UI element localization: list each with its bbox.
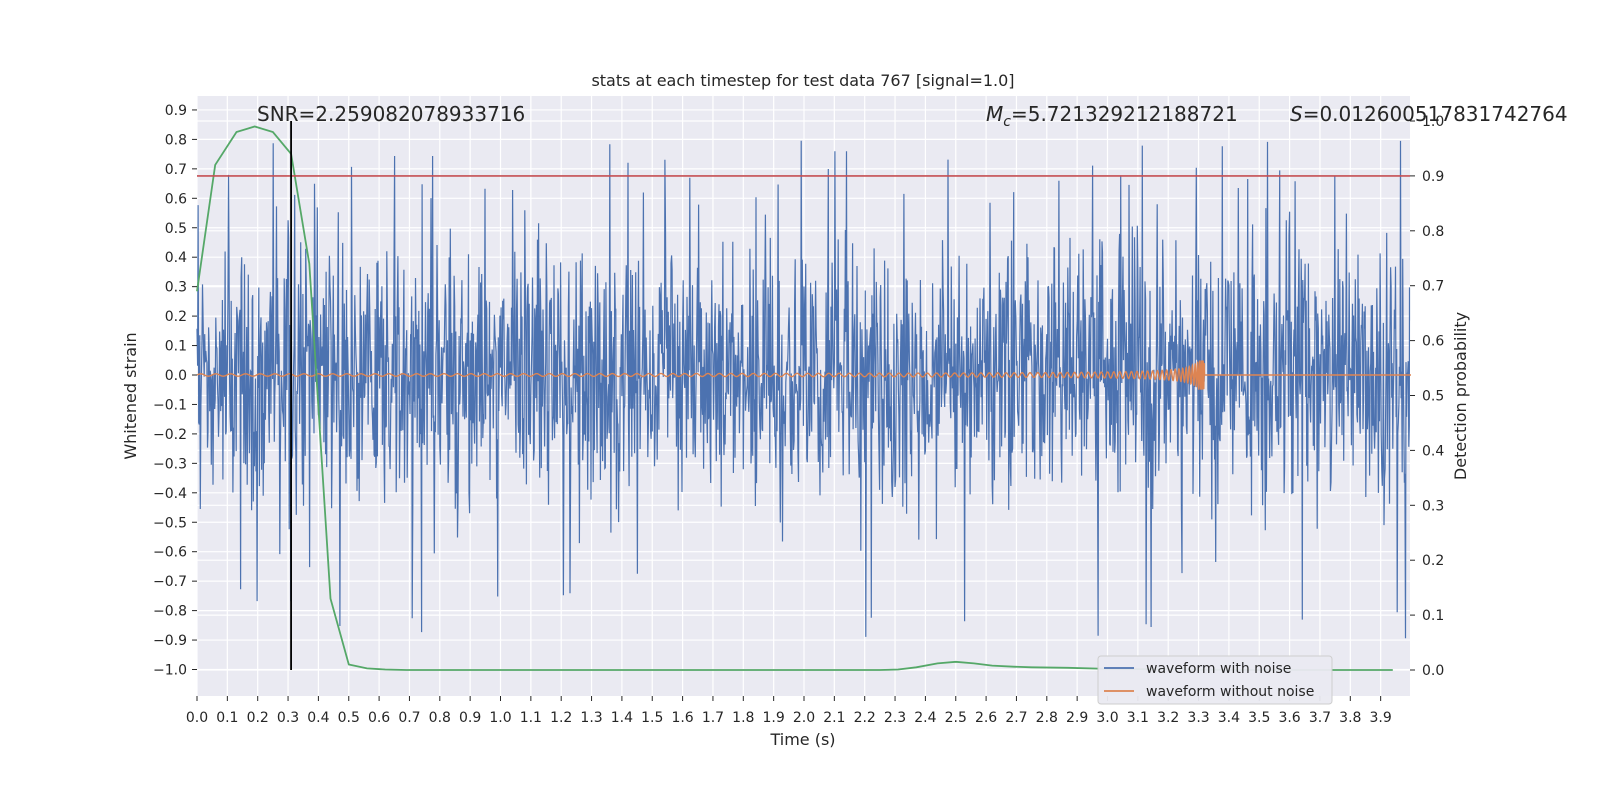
legend-label-noise: waveform with noise [1146, 661, 1291, 677]
y-tick-label: −0.9 [153, 633, 187, 649]
y-tick-label: 0.3 [165, 280, 187, 296]
x-tick-label: 0.3 [277, 710, 299, 726]
x-tick-label: 3.6 [1278, 710, 1300, 726]
x-tick-label: 3.0 [1096, 710, 1118, 726]
x-tick-label: 2.3 [884, 710, 906, 726]
x-tick-label: 3.1 [1127, 710, 1149, 726]
y-tick-label: 0.9 [165, 103, 187, 119]
x-tick-label: 0.0 [186, 710, 208, 726]
legend: waveform with noise waveform without noi… [1097, 655, 1333, 705]
x-tick-label: 2.7 [1005, 710, 1027, 726]
y-tick-label: 0.1 [165, 339, 187, 355]
y-tick-label: −0.2 [153, 427, 187, 443]
x-tick-label: 1.8 [732, 710, 754, 726]
y2-tick-label: 0.1 [1422, 608, 1444, 624]
y-tick-label: −0.4 [153, 486, 187, 502]
x-tick-label: 2.4 [914, 710, 936, 726]
x-tick-label: 0.8 [429, 710, 451, 726]
x-tick-label: 3.9 [1370, 710, 1392, 726]
y-tick-label: 0.8 [165, 132, 187, 148]
snr-annotation: SNR=2.259082078933716 [257, 102, 525, 126]
x-tick-label: 3.7 [1309, 710, 1331, 726]
x-tick-label: 3.3 [1187, 710, 1209, 726]
x-tick-label: 2.9 [1066, 710, 1088, 726]
x-tick-label: 3.5 [1248, 710, 1270, 726]
x-tick-label: 1.4 [611, 710, 633, 726]
x-tick-label: 0.1 [216, 710, 238, 726]
x-tick-label: 2.6 [975, 710, 997, 726]
x-tick-label: 1.3 [580, 710, 602, 726]
x-tick-label: 0.6 [368, 710, 390, 726]
legend-box [1097, 655, 1333, 705]
x-tick-label: 1.1 [520, 710, 542, 726]
s-symbol: S [1290, 102, 1303, 126]
y-tick-label: −0.3 [153, 456, 187, 472]
x-tick-label: 0.4 [307, 710, 329, 726]
reference-lines [197, 121, 1410, 670]
x-tick-label: 1.2 [550, 710, 572, 726]
x-tick-label: 1.6 [671, 710, 693, 726]
x-tick-label: 2.8 [1036, 710, 1058, 726]
detection-probability-line [196, 125, 1393, 671]
x-tick-label: 0.7 [398, 710, 420, 726]
x-tick-label: 2.2 [854, 710, 876, 726]
y2-axis-label: Detection probability [1451, 312, 1470, 480]
chirp-mass-value: =5.721329212188721 [1011, 102, 1238, 126]
chirp-mass-subscript: c [1003, 114, 1011, 130]
x-tick-label: 3.8 [1339, 710, 1361, 726]
y2-tick-label: 0.2 [1422, 553, 1444, 569]
chirp-mass-symbol: M [986, 102, 1003, 126]
legend-label-clean: waveform without noise [1146, 684, 1314, 700]
y-ticks: 0.9 0.8 0.7 0.6 0.5 0.4 0.3 0.2 0.1 0.0 −0.1 −0.2 −0… [153, 103, 197, 679]
chirp-series [196, 360, 1411, 390]
y-tick-label: −1.0 [153, 663, 187, 679]
s-value: =0.012600517831742764 [1303, 102, 1568, 126]
y-tick-label: 0.2 [165, 309, 187, 325]
x-tick-label: 2.5 [945, 710, 967, 726]
y-tick-label: 0.4 [165, 250, 187, 266]
x-tick-label: 3.4 [1218, 710, 1240, 726]
y-tick-label: −0.1 [153, 397, 187, 413]
x-tick-label: 1.9 [763, 710, 785, 726]
y-tick-label: −0.8 [153, 604, 187, 620]
chart-title: stats at each timestep for test data 767… [591, 71, 1014, 90]
y-tick-label: 0.0 [165, 368, 187, 384]
y2-tick-label: 0.0 [1422, 663, 1444, 679]
y2-tick-label: 1.0 [1422, 114, 1444, 130]
clean-waveform-line [196, 360, 1411, 390]
y2-tick-label: 0.8 [1422, 224, 1444, 240]
y-tick-label: 0.5 [165, 221, 187, 237]
y-axis-label: Whitened strain [121, 332, 140, 459]
probability-series [196, 125, 1393, 671]
y-tick-label: −0.5 [153, 515, 187, 531]
y-tick-label: 0.6 [165, 191, 187, 207]
x-tick-label: 0.2 [247, 710, 269, 726]
x-tick-label: 2.1 [823, 710, 845, 726]
y-tick-label: −0.7 [153, 574, 187, 590]
y-tick-label: −0.6 [153, 545, 187, 561]
s-annotation: S=0.012600517831742764 [1290, 102, 1568, 126]
y-tick-label: 0.7 [165, 162, 187, 178]
y2-tick-label: 0.7 [1422, 279, 1444, 295]
y2-ticks: 1.0 0.9 0.8 0.7 0.6 0.5 0.4 0.3 0.2 0.1 0.0 [1410, 114, 1444, 679]
y2-tick-label: 0.6 [1422, 334, 1444, 350]
chirp-mass-annotation: Mc=5.721329212188721 [986, 102, 1238, 130]
x-tick-label: 0.5 [338, 710, 360, 726]
y2-tick-label: 0.3 [1422, 498, 1444, 514]
noise-series [196, 140, 1411, 639]
y2-tick-label: 0.4 [1422, 443, 1444, 459]
x-axis-label: Time (s) [769, 730, 835, 749]
x-tick-label: 1.5 [641, 710, 663, 726]
x-tick-label: 1.0 [489, 710, 511, 726]
noise-waveform-line [196, 140, 1411, 639]
y2-tick-label: 0.9 [1422, 169, 1444, 185]
y2-tick-label: 0.5 [1422, 389, 1444, 405]
x-tick-label: 1.7 [702, 710, 724, 726]
x-tick-label: 3.2 [1157, 710, 1179, 726]
x-tick-label: 2.0 [793, 710, 815, 726]
x-tick-label: 0.9 [459, 710, 481, 726]
